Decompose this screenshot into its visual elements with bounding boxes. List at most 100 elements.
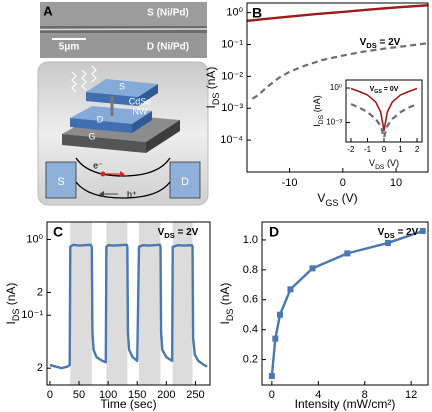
gate-side <box>146 120 180 153</box>
illumination-band <box>70 222 92 385</box>
annotation-part: = 0V <box>382 86 399 93</box>
x-tick-label: 0 <box>269 389 275 401</box>
data-marker <box>384 239 391 246</box>
x-tick-label: 250 <box>186 389 204 401</box>
data-marker <box>287 286 294 293</box>
x-tick-label: 2 <box>415 145 420 154</box>
y-tick-label: 10⁻¹ <box>21 309 43 321</box>
y-axis-label-part: I <box>204 105 218 108</box>
plot-frame <box>261 221 429 386</box>
panel-label: B <box>252 5 262 21</box>
illumination-band <box>172 222 193 385</box>
gate-text: G <box>88 131 95 141</box>
y-tick-label: 0.2 <box>243 353 258 365</box>
y-axis-label-part: DS <box>11 309 21 322</box>
x-tick-label: -1 <box>364 145 372 154</box>
x-axis-label: Intensity (mW/cm²) <box>295 397 396 411</box>
hole-text: h⁺ <box>127 189 137 199</box>
annotation-part: DS <box>384 231 394 240</box>
electron-text: e⁻ <box>93 160 103 170</box>
y-axis-label: IDS (nA) <box>4 283 21 325</box>
x-tick-label: 0 <box>340 177 346 189</box>
drain-label: D (Ni/Pd) <box>147 42 189 53</box>
x-tick-label: 200 <box>157 389 175 401</box>
y-tick-label: 10⁻⁴ <box>220 134 243 146</box>
x-axis-label-part: DS <box>375 164 385 171</box>
panel-label: A <box>43 3 53 18</box>
annotation-part: V <box>158 227 165 238</box>
nanowire-text: CdSe <box>129 96 152 106</box>
annotation-part: GS <box>374 89 382 95</box>
x-tick-label: 8 <box>362 389 368 401</box>
annotation-part: DS <box>164 231 174 240</box>
series-line <box>251 42 429 100</box>
y-tick-label: 2 <box>37 286 43 298</box>
x-tick-label: -10 <box>282 177 298 189</box>
y-axis-label-part: (nA) <box>204 67 218 93</box>
x-tick-label: 100 <box>99 389 117 401</box>
y-tick-label: 10⁻¹ <box>221 38 243 50</box>
data-marker <box>276 311 283 318</box>
annotation: VDS = 2V <box>378 227 419 241</box>
source-side <box>138 84 158 106</box>
y-tick-label: 0.8 <box>243 264 258 276</box>
annotation-part: V <box>360 37 367 48</box>
y-tick-label: 10⁰ <box>226 7 243 19</box>
scale-bar-label: 5μm <box>59 42 80 53</box>
x-axis-label: VDS (V) <box>369 158 399 171</box>
data-marker <box>419 227 426 234</box>
series-line <box>270 229 424 377</box>
data-marker <box>268 373 275 380</box>
annotation-part: DS <box>366 41 376 50</box>
y-axis-label-part: (nA) <box>218 283 232 309</box>
annotation: VGS = 0V <box>370 86 399 96</box>
band-drain <box>169 161 201 199</box>
y-tick-label: 10⁰ <box>26 233 43 245</box>
y-tick-label: 10⁰ <box>330 83 342 92</box>
light-wave <box>71 71 77 93</box>
data-marker <box>272 335 279 342</box>
illumination-band <box>106 222 128 385</box>
series-line <box>49 243 208 370</box>
band-source-text: S <box>57 176 64 188</box>
y-axis-label-part: I <box>218 321 232 324</box>
y-tick-label: 1.0 <box>243 234 258 246</box>
y-axis-label-part: DS <box>211 93 221 106</box>
annotation-part: = 2V <box>395 227 419 238</box>
electron-arrowhead <box>120 171 125 177</box>
y-axis-label-part: I <box>4 321 18 324</box>
x-axis-label-part: (V) <box>338 191 357 205</box>
drain-text: D <box>97 114 104 124</box>
conduction-band <box>75 157 171 177</box>
x-tick-label: 10 <box>390 177 402 189</box>
x-tick-label: 0 <box>47 389 53 401</box>
plot-frame <box>246 2 429 173</box>
y-axis-label-part: (nA) <box>312 95 322 115</box>
annotation: VDS = 2V <box>158 227 199 241</box>
illumination-band <box>138 222 161 385</box>
x-tick-label: 12 <box>405 389 417 401</box>
plot-frame <box>46 221 211 386</box>
x-tick-label: 150 <box>128 389 146 401</box>
series-line <box>350 87 418 132</box>
series-line <box>350 103 418 139</box>
y-tick-label: 0.4 <box>243 324 258 336</box>
annotation-part: = 2V <box>377 37 401 48</box>
band-source <box>45 161 77 199</box>
y-tick-label: 0.6 <box>243 294 258 306</box>
band-drain-text: D <box>181 176 189 188</box>
x-tick-label: 50 <box>73 389 85 401</box>
plot-background <box>262 222 428 385</box>
y-axis-label-part: (nA) <box>4 283 18 309</box>
y-axis-label: IDS (nA) <box>218 283 235 325</box>
plot-frame <box>345 79 423 143</box>
y-tick-label: 10⁻³ <box>326 118 342 127</box>
y-tick-label: 10⁻² <box>221 70 243 82</box>
data-marker <box>344 250 351 257</box>
nanowire-text: NW <box>133 106 148 116</box>
sem-electrode <box>40 33 207 58</box>
gate-front <box>62 134 146 153</box>
annotation-part: = 2V <box>175 227 199 238</box>
